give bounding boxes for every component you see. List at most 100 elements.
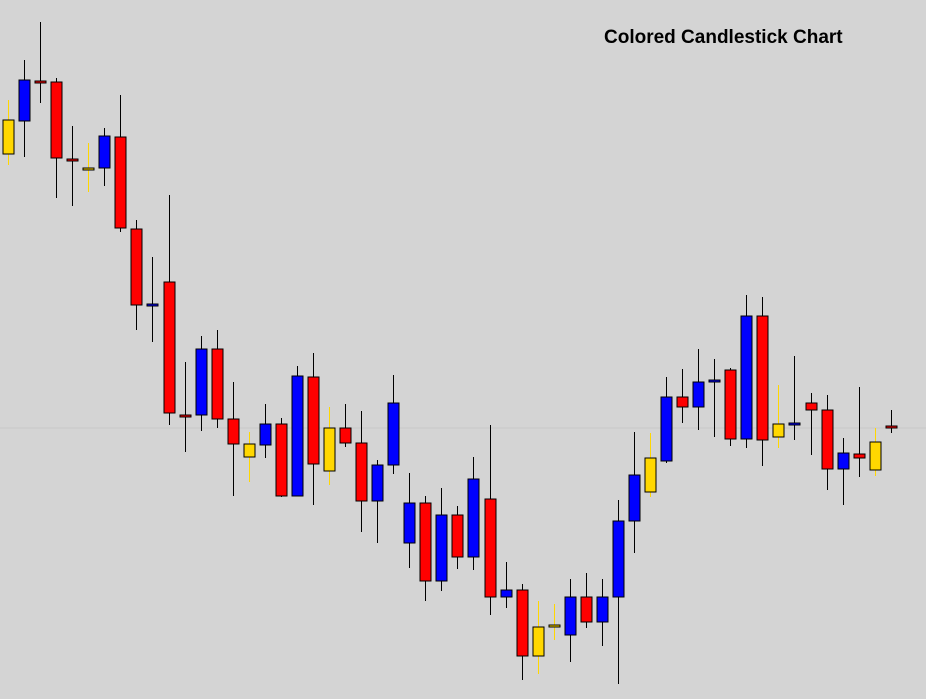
candle-body — [371, 464, 384, 502]
candle-7 — [98, 128, 111, 186]
candle-body — [82, 167, 95, 171]
candle-33 — [516, 584, 529, 680]
candle-42 — [660, 377, 673, 463]
candle-6 — [82, 143, 95, 192]
candle-body — [853, 453, 866, 459]
candle-body — [484, 498, 497, 598]
candle-body — [2, 119, 15, 155]
candle-29 — [451, 506, 464, 569]
candle-21 — [323, 407, 336, 485]
candle-body — [195, 348, 208, 416]
candle-body — [451, 514, 464, 558]
candle-51 — [805, 393, 818, 455]
candles-layer — [2, 22, 898, 684]
candle-body — [211, 348, 224, 420]
candle-body — [612, 520, 625, 598]
candle-31 — [484, 425, 497, 615]
candle-56 — [885, 410, 898, 433]
candle-body — [146, 303, 159, 307]
candle-20 — [307, 353, 320, 505]
candle-4 — [50, 78, 63, 198]
candle-body — [403, 502, 416, 544]
candle-body — [66, 158, 79, 162]
candle-body — [532, 626, 545, 657]
candle-3 — [34, 22, 47, 103]
candle-body — [740, 315, 753, 440]
candle-body — [708, 379, 721, 383]
candle-body — [179, 414, 192, 418]
candle-body — [724, 369, 737, 440]
candle-body — [772, 423, 785, 438]
candle-5 — [66, 126, 79, 206]
candle-body — [227, 418, 240, 445]
candle-body — [339, 427, 352, 444]
candle-body — [805, 402, 818, 411]
candle-28 — [435, 488, 448, 591]
candle-40 — [628, 432, 641, 553]
candle-2 — [18, 60, 31, 157]
candle-body — [692, 381, 705, 408]
candle-30 — [467, 457, 480, 570]
candle-13 — [195, 336, 208, 431]
candle-39 — [612, 500, 625, 684]
candle-body — [130, 228, 143, 306]
candle-body — [788, 422, 801, 426]
candle-body — [355, 442, 368, 502]
candle-47 — [740, 295, 753, 448]
candle-10 — [146, 257, 159, 342]
candle-49 — [772, 385, 785, 448]
candle-body — [885, 425, 898, 429]
candle-45 — [708, 359, 721, 437]
candle-32 — [500, 562, 513, 608]
candle-body — [467, 478, 480, 558]
candle-41 — [644, 433, 657, 497]
candle-35 — [548, 604, 561, 640]
candle-43 — [676, 369, 689, 423]
candle-body — [676, 396, 689, 408]
candle-body — [34, 80, 47, 84]
candle-36 — [564, 579, 577, 662]
candle-46 — [724, 368, 737, 446]
candle-body — [837, 452, 850, 470]
candle-8 — [114, 95, 127, 232]
candle-19 — [291, 366, 304, 497]
candle-body — [98, 135, 111, 169]
candle-16 — [243, 432, 256, 482]
candle-body — [18, 79, 31, 122]
candle-body — [628, 474, 641, 522]
candle-body — [243, 443, 256, 458]
candle-18 — [275, 418, 288, 497]
candle-body — [548, 624, 561, 628]
candle-body — [516, 589, 529, 657]
candle-23 — [355, 411, 368, 532]
candle-54 — [853, 387, 866, 477]
candle-body — [323, 427, 336, 472]
candle-34 — [532, 601, 545, 674]
candle-body — [50, 81, 63, 159]
candle-body — [564, 596, 577, 636]
candle-1 — [2, 100, 15, 165]
candle-22 — [339, 404, 352, 447]
candle-50 — [788, 356, 801, 440]
candle-37 — [580, 573, 593, 628]
candle-11 — [163, 195, 176, 425]
candle-body — [821, 409, 834, 470]
candle-body — [869, 441, 882, 471]
candle-17 — [259, 404, 272, 458]
candle-26 — [403, 473, 416, 568]
candle-body — [596, 596, 609, 623]
candle-55 — [869, 428, 882, 476]
candle-14 — [211, 330, 224, 428]
candle-body — [114, 136, 127, 229]
candle-15 — [227, 382, 240, 496]
candle-27 — [419, 496, 432, 601]
candle-12 — [179, 362, 192, 452]
candle-body — [163, 281, 176, 414]
candle-44 — [692, 349, 705, 430]
candle-53 — [837, 438, 850, 505]
candle-body — [644, 457, 657, 493]
candle-body — [259, 423, 272, 446]
candle-body — [387, 402, 400, 466]
